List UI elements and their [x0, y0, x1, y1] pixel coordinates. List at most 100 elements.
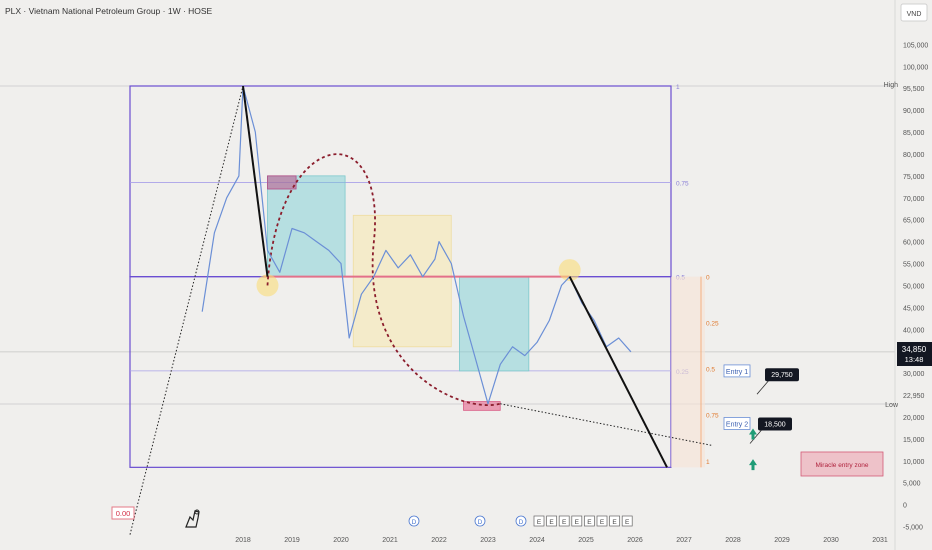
- price-tick-label: 5,000: [903, 481, 921, 488]
- bar-countdown: 13:48: [905, 355, 924, 364]
- price-tick-label: 0: [903, 503, 907, 510]
- time-tick-label: 2030: [823, 537, 839, 544]
- dotted-trendline: [500, 403, 713, 446]
- price-line: [201, 85, 632, 405]
- dividend-event-icon: [474, 515, 486, 527]
- price-tick-label: 70,000: [903, 196, 925, 203]
- event-marker-label: E: [549, 519, 554, 526]
- price-tick-label: -5,000: [903, 525, 923, 532]
- price-tick-label: 15,000: [903, 437, 925, 444]
- time-tick-label: 2026: [627, 537, 643, 544]
- price-tick-label: 45,000: [903, 305, 925, 312]
- price-tick-label: 30,000: [903, 371, 925, 378]
- price-tick-label: 65,000: [903, 218, 925, 225]
- callout-pointer: [749, 429, 763, 444]
- currency-badge[interactable]: [900, 3, 928, 22]
- earnings-event-icon: [558, 515, 570, 527]
- time-tick-label: 2027: [676, 537, 692, 544]
- callout-value: 29,750: [771, 372, 793, 379]
- time-axis[interactable]: 2018 2019 2020 2021 2022 2023 2024 2025 2026 2027…: [235, 537, 888, 544]
- time-tick-label: 2019: [284, 537, 300, 544]
- fib-level-label: 0.75: [676, 180, 689, 187]
- price-series-layer: [201, 85, 632, 405]
- fib-inner-label: 0.25: [706, 321, 719, 328]
- time-tick-label: 2018: [235, 537, 251, 544]
- price-tick-label: 22,950: [903, 393, 925, 400]
- callout-value: 18,500: [764, 422, 786, 429]
- time-tick-label: 2021: [382, 537, 398, 544]
- origin-fib-tag: [111, 506, 135, 520]
- fib-level-label: 1: [676, 84, 680, 91]
- earnings-event-icon: [609, 515, 620, 527]
- time-tick-label: 2031: [872, 537, 888, 544]
- yellow-box: [352, 214, 452, 348]
- projection-line: [568, 276, 668, 468]
- price-tick-label: 20,000: [903, 415, 925, 422]
- entry-label-box: [723, 417, 751, 430]
- price-tick-label: 80,000: [903, 152, 925, 159]
- event-marker-label: D: [478, 519, 483, 526]
- drop-line: [242, 85, 269, 277]
- event-marker-label: E: [600, 519, 605, 526]
- callout-box: [765, 368, 799, 382]
- fib-inner-label: 0.5: [706, 367, 715, 374]
- entry-label: Entry 1: [726, 369, 748, 376]
- highlight-circle: [558, 259, 581, 282]
- overlay-layer: Entry 1 Entry 2 29,750 18,500 Miracle entry …: [129, 85, 884, 535]
- earnings-event-icon: [571, 515, 583, 527]
- time-tick-label: 2020: [333, 537, 349, 544]
- up-arrow-icon: [749, 459, 757, 471]
- cyan-box: [459, 276, 530, 372]
- origin-fib-value: 0.00: [116, 509, 131, 518]
- pink-marker: [463, 401, 501, 411]
- time-tick-label: 2022: [431, 537, 447, 544]
- dividend-event-icon: [408, 515, 420, 527]
- dino-logo-icon: [185, 509, 200, 528]
- price-tick-label: 100,000: [903, 64, 928, 71]
- price-tick-label: 90,000: [903, 108, 925, 115]
- callout-pointer: [756, 379, 770, 395]
- high-label: High: [884, 82, 899, 89]
- price-tick-label: 85,000: [903, 130, 925, 137]
- up-arrow-icon: [749, 428, 757, 440]
- price-tick-label: 10,000: [903, 459, 925, 466]
- cyan-box: [267, 175, 346, 278]
- event-marker-label: E: [587, 519, 592, 526]
- earnings-event-icon: [596, 515, 608, 527]
- drawings-layer: 10.750.50.2500.250.50.751: [129, 84, 719, 468]
- event-marker-label: E: [612, 519, 617, 526]
- low-label: Low: [885, 402, 899, 409]
- fib-inner-label: 1: [706, 459, 710, 466]
- fib-inner-label: 0: [706, 275, 710, 282]
- last-price-badge: [897, 342, 932, 366]
- fib-inner-zone: [671, 276, 705, 468]
- event-marker-label: E: [625, 519, 630, 526]
- dotted-trendline: [129, 85, 244, 535]
- earnings-event-icon: [621, 515, 633, 527]
- time-tick-label: 2025: [578, 537, 594, 544]
- time-tick-label: 2023: [480, 537, 496, 544]
- event-marker-label: E: [575, 519, 580, 526]
- chart-title: PLX · Vietnam National Petroleum Group ·…: [5, 6, 213, 16]
- callout-box: [758, 417, 792, 431]
- price-tick-label: 75,000: [903, 174, 925, 181]
- price-tick-label: 55,000: [903, 262, 925, 269]
- price-tick-label: 95,500: [903, 86, 925, 93]
- price-axis[interactable]: 105,000 100,000 95,500 90,000 85,000 80,000 75…: [903, 42, 928, 531]
- event-marker-label: D: [412, 519, 417, 526]
- fib-inner-label: 0.75: [706, 413, 719, 420]
- pink-marker: [267, 175, 297, 190]
- earnings-event-icon: [546, 515, 557, 527]
- event-marker-label: D: [519, 519, 524, 526]
- currency-label: VND: [907, 11, 922, 18]
- miracle-zone-label: Miracle entry zone: [815, 462, 868, 469]
- dividend-event-icon: [515, 515, 527, 527]
- last-price: 34,850: [902, 345, 927, 354]
- entry-label: Entry 2: [726, 422, 748, 429]
- earnings-event-icon: [584, 515, 595, 527]
- miracle-zone-box: [800, 451, 884, 477]
- event-marker-label: E: [537, 519, 542, 526]
